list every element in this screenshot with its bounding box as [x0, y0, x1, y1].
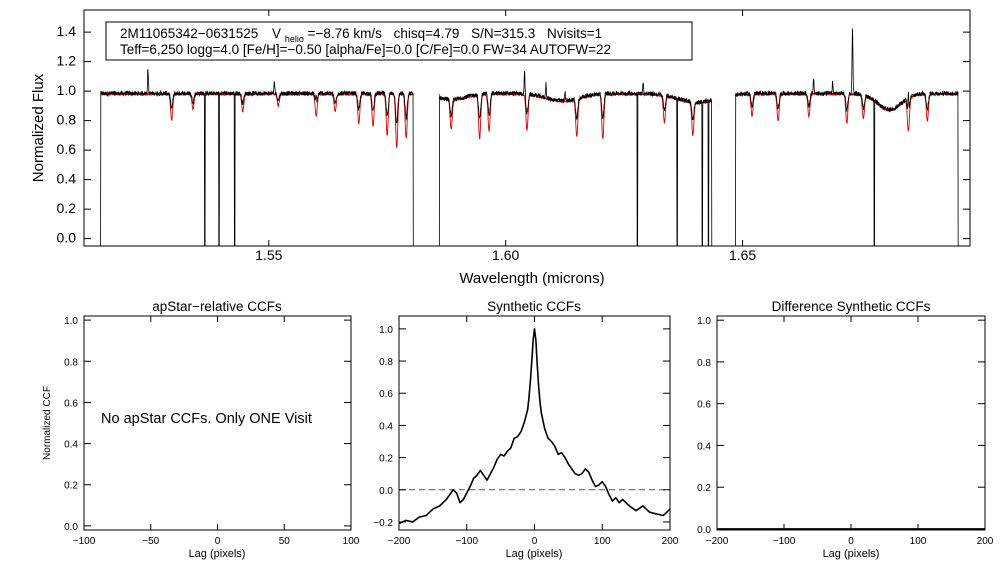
synthetic-ccf-title: Synthetic CCFs — [487, 299, 581, 314]
observed-spectrum-line — [735, 28, 959, 247]
spectrum-x-tick-label: 1.60 — [492, 247, 519, 263]
spectrum-y-ticks: 0.0 0.2 0.4 0.6 0.8 1.0 1.2 1.4 — [57, 23, 970, 246]
spectrum-plot-area — [100, 28, 959, 247]
apstar-y-tick-label: 0.4 — [64, 440, 78, 451]
model-spectrum-line — [735, 91, 959, 133]
difference-x-tick-label: 100 — [910, 536, 927, 547]
spectrum-y-tick-label: 0.4 — [57, 171, 77, 187]
difference-x-ticks: −200 −100 0 100 200 — [706, 316, 994, 547]
spectrum-x-ticks: 1.55 1.60 1.65 — [255, 10, 756, 263]
spectrum-y-tick-label: 0.0 — [57, 230, 77, 246]
spectrum-y-tick-label: 0.2 — [57, 200, 77, 216]
synthetic-x-tick-label: 100 — [594, 536, 611, 547]
synthetic-y-tick-label: 0.2 — [379, 454, 393, 465]
apstar-no-data-message: No apStar CCFs. Only ONE Visit — [101, 411, 312, 427]
annotation-v-prefix: V — [272, 26, 281, 41]
model-spectrum-line — [100, 91, 414, 148]
spectrum-x-tick-label: 1.65 — [729, 247, 756, 263]
apstar-y-tick-label: 0.0 — [64, 522, 78, 533]
annotation-v-value: =−8.76 km/s — [308, 26, 383, 41]
annotation-nvisits: Nvisits=1 — [547, 26, 602, 41]
annotation-box — [105, 21, 693, 61]
observed-spectrum-line — [100, 68, 414, 247]
apstar-x-tick-label: 50 — [279, 536, 291, 547]
apstar-y-label: Normalized CCF — [42, 386, 53, 460]
apstar-ccf-frame — [83, 315, 352, 531]
spectrum-y-label: Normalized Flux — [30, 73, 47, 182]
annotation-line-1: 2M11065342−0631525 V helio =−8.76 km/s c… — [120, 26, 602, 45]
synthetic-y-tick-label: 0.8 — [379, 357, 393, 368]
synthetic-ccf-panel: Synthetic CCFs −200 −100 0 100 200 −0.2 0.0 0.… — [373, 299, 679, 560]
apstar-ccf-panel: apStar−relative CCFs −100 −50 0 50 100 0.00.… — [42, 299, 360, 560]
difference-y-tick-label: 1.0 — [697, 316, 711, 327]
difference-ccf-frame — [716, 315, 986, 531]
synthetic-plot-area — [398, 328, 671, 525]
apstar-x-label: Lag (pixels) — [189, 548, 246, 560]
apstar-x-tick-label: −50 — [142, 536, 159, 547]
difference-y-ticks: 0.0 0.2 0.4 0.6 0.8 1.0 — [697, 316, 985, 536]
synthetic-y-ticks: −0.2 0.0 0.2 0.4 0.6 0.8 1.0 — [373, 325, 670, 529]
apstar-y-tick-label: 0.8 — [64, 357, 78, 368]
synthetic-x-label: Lag (pixels) — [506, 548, 563, 560]
spectrum-x-tick-label: 1.55 — [255, 247, 282, 263]
apstar-y-tick-label: 0.6 — [64, 398, 78, 409]
difference-ccf-panel: Difference Synthetic CCFs −200 −100 0 100 20… — [697, 299, 994, 560]
synthetic-x-tick-label: 200 — [662, 536, 679, 547]
apstar-y-ticks: 0.0 0.2 0.4 0.6 0.8 1.0 — [64, 316, 351, 533]
annotation-line-2: Teff=6,250 logg=4.0 [Fe/H]=−0.50 [alpha/… — [120, 42, 611, 57]
difference-y-tick-label: 0.8 — [697, 358, 711, 369]
spectrum-y-tick-label: 0.6 — [57, 141, 77, 157]
synthetic-x-tick-label: 0 — [532, 536, 538, 547]
annotation-v-sub: helio — [285, 34, 304, 44]
synthetic-x-tick-label: −200 — [388, 536, 411, 547]
difference-y-tick-label: 0.4 — [697, 441, 711, 452]
apstar-x-ticks: −100 −50 0 50 100 — [73, 316, 360, 547]
apstar-x-tick-label: −100 — [73, 536, 96, 547]
synthetic-ccf-frame — [398, 315, 671, 531]
spectrum-panel: 1.55 1.60 1.65 0.0 0.2 0.4 0.6 0.8 1.0 1.2 1.4 Wa… — [30, 9, 971, 287]
difference-x-tick-label: −200 — [706, 536, 729, 547]
difference-x-tick-label: 200 — [977, 536, 994, 547]
synthetic-ccf-line — [398, 328, 671, 525]
synthetic-y-tick-label: 1.0 — [379, 325, 393, 336]
spectrum-y-tick-label: 1.0 — [57, 82, 77, 98]
annotation-snr: S/N=315.3 — [471, 26, 535, 41]
synthetic-y-tick-label: −0.2 — [373, 518, 393, 529]
difference-x-label: Lag (pixels) — [823, 548, 880, 560]
spectrum-x-label: Wavelength (microns) — [459, 270, 604, 287]
apstar-x-tick-label: 100 — [343, 536, 360, 547]
apstar-x-tick-label: 0 — [215, 536, 221, 547]
synthetic-y-tick-label: 0.4 — [379, 421, 393, 432]
spectrum-y-tick-label: 1.2 — [57, 53, 77, 69]
spectrum-frame — [83, 9, 971, 247]
apstar-y-tick-label: 0.2 — [64, 481, 78, 492]
annotation-chisq: chisq=4.79 — [394, 26, 460, 41]
observed-spectrum-line — [438, 70, 713, 247]
apstar-y-tick-label: 1.0 — [64, 316, 78, 327]
apstar-ccf-title: apStar−relative CCFs — [152, 299, 282, 314]
spectrum-y-tick-label: 1.4 — [57, 23, 77, 39]
annotation-star-id: 2M11065342−0631525 — [120, 26, 258, 41]
difference-y-tick-label: 0.6 — [697, 400, 711, 411]
difference-ccf-title: Difference Synthetic CCFs — [772, 299, 931, 314]
difference-y-tick-label: 0.2 — [697, 483, 711, 494]
difference-x-tick-label: 0 — [848, 536, 854, 547]
difference-y-tick-label: 0.0 — [697, 525, 711, 536]
synthetic-y-tick-label: 0.6 — [379, 389, 393, 400]
synthetic-y-tick-label: 0.0 — [379, 486, 393, 497]
synthetic-x-tick-label: −100 — [455, 536, 478, 547]
difference-x-tick-label: −100 — [773, 536, 796, 547]
spectrum-y-tick-label: 0.8 — [57, 112, 77, 128]
